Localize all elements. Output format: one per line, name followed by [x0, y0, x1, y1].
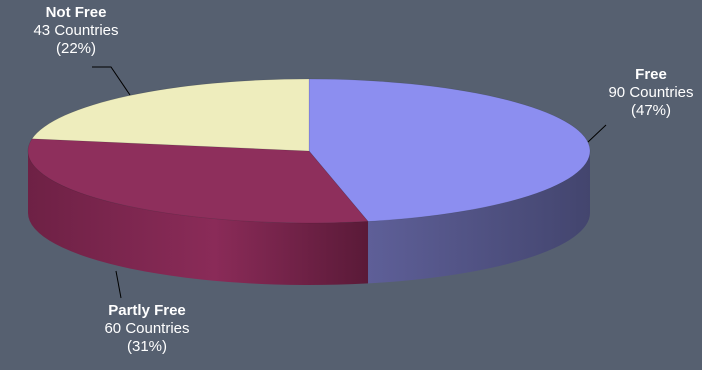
slice-name-free: Free [635, 66, 667, 83]
slice-name-partly-free: Partly Free [108, 302, 186, 319]
leader-line-partly-free [115, 270, 122, 299]
slice-percent-free: (47%) [630, 102, 671, 119]
pie-slice-free [308, 78, 591, 222]
slice-label-not-free: Not Free 43 Countries (22%) [0, 4, 152, 58]
pie-side-free [368, 151, 590, 284]
slice-count-free: 90 Countries [608, 84, 694, 101]
leader-line-not-free [92, 66, 131, 96]
leader-line-free [587, 124, 607, 143]
slice-label-free: Free 90 Countries (47%) [576, 66, 702, 120]
slice-percent-not-free: (22%) [55, 40, 96, 57]
slice-label-partly-free: Partly Free 60 Countries (31%) [72, 302, 222, 356]
slice-count-not-free: 43 Countries [33, 22, 119, 39]
pie-slice-partly-free [27, 138, 369, 224]
pie-slice-not-free [31, 78, 310, 152]
slice-name-not-free: Not Free [45, 4, 107, 21]
slice-count-partly-free: 60 Countries [104, 320, 190, 337]
pie-side-partly-free [28, 151, 369, 285]
slice-percent-partly-free: (31%) [126, 338, 167, 355]
